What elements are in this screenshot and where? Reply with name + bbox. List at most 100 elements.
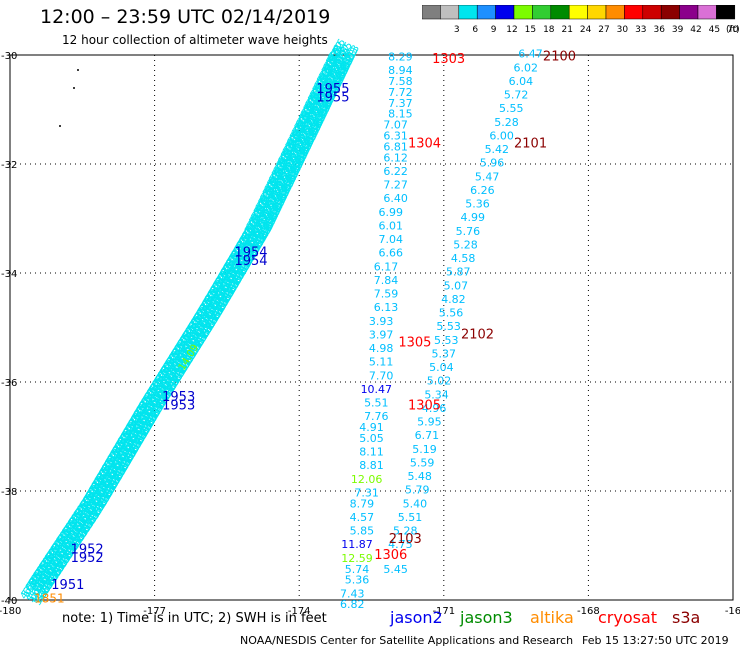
wave-height-reading: 4.98 [369,342,394,355]
wave-height-reading: 5.96 [480,157,505,170]
pass-time-label: 1954 [234,246,267,261]
wave-height-reading: 4.91 [359,421,384,434]
wave-height-reading: 8.29 [388,50,413,63]
pass-time-label: 2101 [514,137,547,152]
wave-height-reading: 4.58 [451,252,476,265]
scale-label: 33 [635,25,646,35]
wave-height-reading: 6.81 [383,140,408,153]
wave-height-reading: 5.28 [393,525,418,538]
wave-height-reading: 6.26 [470,184,495,197]
scale-label: 36 [653,25,665,35]
pass-time-label: 1955 [316,82,349,97]
wave-height-reading: 5.72 [504,89,529,102]
lat-tick-label: -32 [1,160,17,171]
wave-height-reading: 7.70 [369,369,394,382]
wave-height-reading: 3.97 [369,328,394,341]
wave-height-reading: 5.36 [465,198,490,211]
scale-label: 39 [672,25,684,35]
lat-tick-label: -38 [1,487,17,498]
wave-height-reading: 5.07 [444,279,469,292]
wave-height-reading: 7.72 [388,86,413,99]
wave-height-reading: 8.94 [388,64,413,77]
wave-height-reading: 6.02 [513,61,538,74]
wave-height-reading: 6.17 [374,260,399,273]
credit-line: NOAA/NESDIS Center for Satellite Applica… [240,634,574,647]
scale-label: 45 [709,25,720,35]
wave-height-reading: 6.04 [509,75,534,88]
wave-height-reading: 6.66 [379,247,404,260]
wave-height-reading: 7.84 [374,274,399,287]
wave-height-reading: 5.59 [410,456,435,469]
wave-height-reading: 7.31 [354,486,379,499]
wave-height-reading: 5.74 [345,563,370,576]
wave-height-reading: 5.76 [456,225,481,238]
wave-height-reading: 12.59 [341,552,373,565]
wave-height-reading: 5.56 [439,307,464,320]
scale-label: 24 [580,25,592,35]
wave-height-reading: 4.82 [441,293,466,306]
pass-time-label: 2102 [461,327,494,342]
wave-height-reading: 5.04 [429,361,454,374]
wave-height-reading: 7.04 [379,233,404,246]
wave-height-reading: 12.06 [351,473,383,486]
wave-height-reading: 5.53 [436,320,461,333]
wave-height-reading: 5.79 [405,484,430,497]
pass-time-label: 1954 [234,254,267,269]
wave-height-reading: 5.02 [427,375,452,388]
pass-time-label: 1953 [162,390,195,405]
lat-tick-label: -36 [1,378,17,389]
wave-height-reading: 5.28 [453,238,478,251]
pass-time-label: 1304 [408,137,441,152]
scale-label: 42 [690,25,701,35]
corner-time-label: 1851 [34,592,65,606]
wave-height-reading: 4.99 [460,211,485,224]
wave-height-reading: 5.19 [412,443,437,456]
satellite-legend-altika: altika [530,608,574,627]
scale-label: 3 [454,25,460,35]
wave-height-reading: 6.22 [383,165,408,178]
scale-label: 21 [561,25,572,35]
wave-height-reading: 5.53 [434,334,459,347]
island-dot [59,125,61,127]
wave-height-reading: 8.79 [350,497,375,510]
wave-height-reading: 7.76 [364,410,389,423]
wave-height-reading: 7.27 [383,179,408,192]
scale-label: 9 [491,25,497,35]
pass-time-label: 1952 [71,551,104,566]
scale-label: 27 [598,25,609,35]
satellite-legend-s3a: s3a [672,608,701,627]
pass-time-label: 2103 [389,532,422,547]
scale-swatch [716,5,736,20]
wave-height-reading: 5.85 [350,525,375,538]
wave-height-reading: 7.59 [374,288,399,301]
lon-tick-label: -177 [143,606,166,617]
wave-height-reading: 5.95 [417,416,442,429]
scale-label: 70 [727,25,739,35]
lon-tick-label: -174 [288,606,311,617]
island-dot [77,69,79,71]
wave-height-reading: 5.05 [359,432,384,445]
wave-height-reading: 8.81 [359,459,384,472]
wave-height-reading: 6.13 [374,301,399,314]
wave-height-reading: 6.12 [383,151,408,164]
wave-height-reading: 4.96 [422,402,447,415]
wave-height-reading: 10.47 [361,383,393,396]
wave-height-reading: 6.82 [340,598,365,611]
scale-label: 15 [525,25,536,35]
scale-label: 30 [617,25,629,35]
scale-unit: (ft) [726,25,740,35]
track-pass-b: 8.298.947.587.727.378.157.076.316.816.12… [340,50,413,611]
wave-height-reading: 5.11 [369,356,394,369]
satellite-legend-jason3: jason3 [460,608,513,627]
wave-height-reading: 5.87 [446,266,471,279]
map-title: 12:00 – 23:59 UTC 02/14/2019 [40,6,331,28]
pass-time-label: 1953 [162,398,195,413]
pass-time-label: 1305 [408,398,441,413]
wave-height-reading: 6.00 [489,129,514,142]
lat-tick-label: -40 [1,596,17,607]
wave-height-color-scale: 3 6 9 12 15 18 21 24 27 30 33 36 39 42 45 70(ft) [422,5,740,35]
footer-note: note: 1) Time is in UTC; 2) SWH is in fe… [62,611,327,626]
satellite-legend-cryosat: cryosat [598,608,658,627]
lon-tick-label: -180 [0,606,21,617]
